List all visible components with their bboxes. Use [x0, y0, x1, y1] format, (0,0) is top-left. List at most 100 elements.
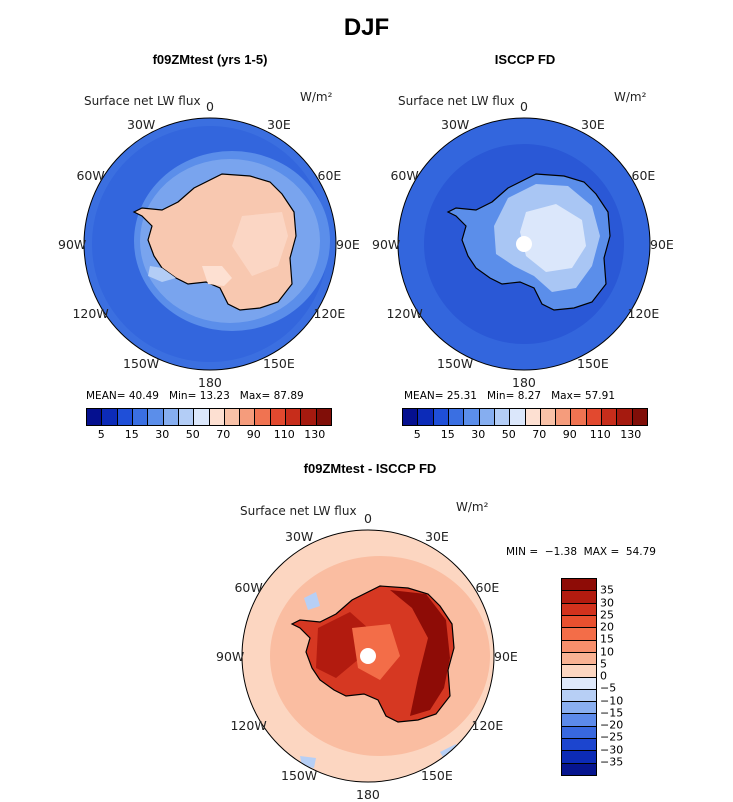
- panel3-colorbar-tick: −10: [600, 694, 624, 707]
- panel1-lon-label: 180: [198, 374, 222, 390]
- panel2-colorbar-tick: 15: [440, 428, 455, 441]
- panel3-lon-label: 60W: [234, 579, 263, 595]
- panel3-colorbar-tick: −15: [600, 706, 624, 720]
- panel2-colorbar-segment: [494, 409, 511, 425]
- panel1-polar-map: [83, 117, 337, 371]
- panel2-variable-label: Surface net LW flux: [398, 94, 515, 108]
- panel2-pole-hole: [516, 236, 532, 252]
- panel1-colorbar-segment: [132, 409, 149, 425]
- panel3-lon-label: 30E: [425, 528, 449, 544]
- panel2-lon-label: 150E: [577, 356, 609, 371]
- panel3-lon-label: 150E: [421, 768, 453, 783]
- panel2-colorbar-segment: [556, 409, 572, 425]
- panel1-colorbar-tick: 70: [216, 428, 231, 441]
- panel3-colorbar-segment: [562, 677, 596, 690]
- panel1-lon-label: 90E: [336, 236, 360, 252]
- panel1-colorbar-tick: 50: [185, 428, 200, 441]
- panel2-colorbar-segment: [433, 409, 449, 425]
- panel3-lon-label: 150W: [281, 768, 318, 783]
- panel3-colorbar-tick: 5: [600, 657, 607, 671]
- panel3-colorbar: [561, 578, 597, 776]
- panel2-colorbar-segment: [418, 409, 434, 425]
- panel1-colorbar-tick: 130: [304, 428, 326, 441]
- panel3-colorbar-tick: 35: [600, 583, 614, 597]
- panel1-variable-label: Surface net LW flux: [84, 94, 201, 108]
- panel1-colorbar-segment: [194, 409, 210, 425]
- panel3-colorbar-segment: [562, 628, 596, 641]
- panel1-colorbar-segment: [286, 409, 302, 425]
- panel3-colorbar-segment: [562, 652, 596, 666]
- panel1-lon-label: 60E: [317, 167, 342, 183]
- panel2-lon-label: 90E: [650, 236, 674, 252]
- panel2-colorbar-tick: 90: [562, 428, 577, 441]
- panel3-colorbar-tick: −25: [600, 730, 624, 744]
- panel2-lon-label: 180: [512, 374, 536, 390]
- panel2-colorbar-segment: [602, 409, 618, 425]
- panel3-colorbar-tick: 20: [600, 620, 614, 634]
- panel3-colorbar-tick: −20: [600, 718, 624, 732]
- panel2-colorbar-segment: [403, 409, 419, 425]
- panel1-colorbar-segment: [102, 409, 118, 425]
- panel1-lon-label: 30E: [267, 116, 291, 132]
- panel3-colorbar-segment: [562, 739, 596, 752]
- panel1-colorbar-segment: [163, 409, 179, 425]
- panel2-colorbar: [402, 408, 648, 426]
- panel1-colorbar-segment: [224, 409, 241, 425]
- panel2-lon-label: 60W: [390, 167, 419, 183]
- panel3-colorbar-segment: [562, 615, 596, 629]
- panel3-lon-label: 180: [356, 786, 380, 802]
- panel3-colorbar-tick: 25: [600, 608, 614, 622]
- panel1-colorbar-tick: 110: [273, 428, 295, 441]
- panel3-stats: MIN = −1.38 MAX = 54.79: [506, 546, 656, 558]
- panel2-colorbar-segment: [510, 409, 526, 425]
- panel1-lon-label: 120W: [72, 305, 109, 321]
- panel2-colorbar-segment: [632, 409, 647, 425]
- panel1-antarctica: [132, 173, 297, 311]
- panel3-plateau: [352, 624, 400, 680]
- panel2-lon-label: 150W: [437, 356, 474, 371]
- panel3-east-dark: [390, 590, 450, 716]
- panel3-units: W/m²: [456, 500, 489, 514]
- panel2-plateau: [520, 204, 586, 272]
- panel3-variable-label: Surface net LW flux: [240, 504, 357, 518]
- panel3-colorbar-segment: [562, 726, 596, 740]
- panel3-colorbar-ticks: 35 30 25 20 15 10 5 0 −5 −10 −15 −20 −25 −30 −35: [600, 578, 640, 774]
- panel2-colorbar-tick: 5: [413, 428, 421, 441]
- panel3-blue-patch-3: [300, 756, 316, 768]
- panel2-lon-label: 90W: [372, 236, 401, 252]
- panel3-map-border: [241, 529, 495, 783]
- panel3-colorbar-segment: [562, 665, 596, 678]
- panel2-stats: MEAN= 25.31 Min= 8.27 Max= 57.91: [404, 390, 615, 402]
- panel2-lon-label: 60E: [631, 167, 656, 183]
- panel3-colorbar-segment: [562, 763, 596, 775]
- panel2-colorbar-segment: [540, 409, 557, 425]
- panel3-blue-patch-1: [304, 592, 320, 610]
- panel1-lon-label: 30W: [127, 116, 156, 132]
- panel3-colorbar-segment: [562, 714, 596, 727]
- panel1-units: W/m²: [300, 90, 333, 104]
- panel3-lon-label: 90W: [216, 648, 245, 664]
- panel2-colorbar-segment: [464, 409, 480, 425]
- panel1-colorbar-segment: [316, 409, 331, 425]
- panel3-colorbar-tick: 30: [600, 596, 614, 609]
- panel2-colorbar-tick: 30: [471, 428, 486, 441]
- panel2-colorbar-segment: [448, 409, 465, 425]
- panel2-lon-label: 120W: [386, 305, 423, 321]
- panel1-colorbar-segment: [270, 409, 287, 425]
- panel2-colorbar-tick: 70: [532, 428, 547, 441]
- panel3-colorbar-tick: 15: [600, 632, 614, 646]
- panel2-colorbar-segment: [525, 409, 541, 425]
- panel1-lon-label: 150E: [263, 356, 295, 371]
- panel3-colorbar-tick: 10: [600, 645, 614, 658]
- panel1-colorbar-segment: [255, 409, 271, 425]
- panel3-colorbar-segment: [562, 603, 596, 616]
- panel3-lon-label: 0: [364, 510, 372, 526]
- panel1-colorbar-segment: [117, 409, 133, 425]
- panel1-colorbar-segment: [240, 409, 256, 425]
- panel2-colorbar-segment: [617, 409, 633, 425]
- panel3-pole-hole: [360, 648, 376, 664]
- panel1-lon-label: 90W: [58, 236, 87, 252]
- panel1-ice-shelf: [202, 266, 232, 286]
- panel3-colorbar-tick: −5: [600, 681, 617, 695]
- panel1-colorbar-tick: 90: [246, 428, 261, 441]
